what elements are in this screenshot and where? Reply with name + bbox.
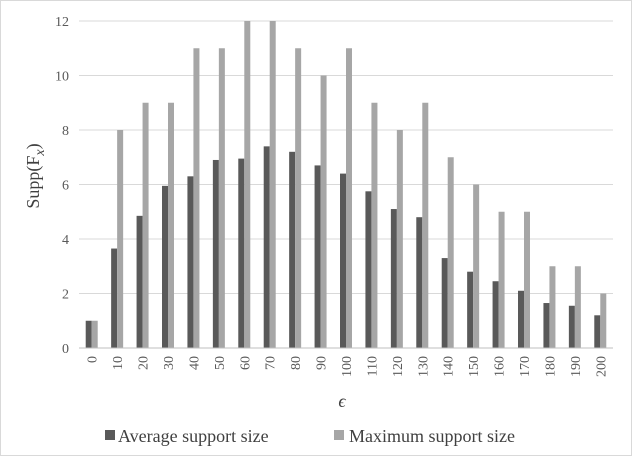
x-tick-label: 100 <box>340 356 355 377</box>
bar-average-90 <box>314 165 321 348</box>
bar-maximum-170 <box>524 211 530 348</box>
legend-item-maximum: Maximum support size <box>334 426 515 446</box>
bar-average-30 <box>162 185 168 348</box>
bar-maximum-200 <box>600 293 607 348</box>
bar-maximum-150 <box>473 184 480 348</box>
bar-average-200 <box>594 315 601 348</box>
bar-maximum-180 <box>549 266 556 348</box>
legend-label-average: Average support size <box>118 426 269 446</box>
bar-maximum-130 <box>422 102 429 348</box>
x-tick-label: 70 <box>264 356 279 370</box>
bar-average-60 <box>238 158 245 348</box>
bar-average-130 <box>416 217 423 348</box>
bar-average-190 <box>568 305 575 348</box>
bar-average-140 <box>441 258 448 348</box>
x-axis-label: ϵ <box>338 391 346 411</box>
bar-average-10 <box>111 248 118 348</box>
x-tick-label: 20 <box>137 356 152 370</box>
legend-item-average: Average support size <box>105 426 269 446</box>
bar-maximum-50 <box>218 48 225 348</box>
y-axis-label-main: Supp(F <box>23 156 44 209</box>
x-tick-label: 170 <box>518 356 533 377</box>
bar-maximum-20 <box>142 102 149 348</box>
legend: Average support size Maximum support siz… <box>105 426 515 446</box>
y-axis-label-sub: x <box>33 149 48 157</box>
bar-maximum-160 <box>498 211 505 348</box>
bar-average-80 <box>289 151 296 348</box>
x-tick-label: 50 <box>213 356 228 370</box>
bar-maximum-30 <box>168 102 174 348</box>
x-tick-label: 200 <box>594 356 609 377</box>
y-tick-label: 12 <box>55 15 69 30</box>
bar-average-160 <box>492 281 499 348</box>
bar-average-120 <box>390 209 397 348</box>
bar-maximum-60 <box>244 21 251 348</box>
bar-average-180 <box>543 303 550 348</box>
bar-average-110 <box>365 191 372 348</box>
x-tick-label: 140 <box>442 356 457 377</box>
bar-average-70 <box>263 146 270 348</box>
x-tick-label: 0 <box>86 356 101 363</box>
bar-maximum-110 <box>371 102 378 348</box>
bar-maximum-70 <box>269 21 276 348</box>
x-tick-label: 160 <box>493 356 508 377</box>
bar-average-150 <box>467 271 474 348</box>
bar-maximum-0 <box>91 320 98 348</box>
bar-maximum-80 <box>295 48 302 348</box>
bar-maximum-100 <box>346 48 352 348</box>
y-tick-label: 6 <box>62 179 69 194</box>
x-tick-label: 180 <box>543 356 558 377</box>
y-axis-label: Supp(Fx) <box>23 143 48 208</box>
bar-maximum-140 <box>447 157 454 348</box>
x-tick-label: 30 <box>162 356 177 370</box>
bar-maximum-40 <box>193 48 200 348</box>
y-tick-label: 2 <box>62 288 69 303</box>
bar-average-100 <box>340 173 346 348</box>
x-tick-label: 190 <box>569 356 584 377</box>
y-tick-label: 8 <box>62 124 69 139</box>
y-tick-label: 4 <box>62 233 69 248</box>
bar-average-0 <box>85 320 92 348</box>
x-tick-label: 10 <box>111 356 126 370</box>
bar-maximum-120 <box>396 130 403 348</box>
x-tick-label: 110 <box>365 356 380 376</box>
x-tick-label: 80 <box>289 356 304 370</box>
y-tick-label: 10 <box>55 70 69 85</box>
bar-average-170 <box>518 290 524 348</box>
x-tick-label: 130 <box>416 356 431 377</box>
x-tick-label: 60 <box>238 356 253 370</box>
legend-swatch-maximum <box>334 430 344 440</box>
y-tick-labels: 0 2 4 6 8 10 12 <box>55 15 69 357</box>
legend-swatch-average <box>105 430 115 440</box>
bar-maximum-90 <box>320 75 327 348</box>
x-tick-label: 150 <box>467 356 482 377</box>
bar-maximum-190 <box>574 266 581 348</box>
bar-maximum-10 <box>117 130 124 348</box>
bars <box>85 21 607 348</box>
x-tick-label: 90 <box>315 356 330 370</box>
x-tick-labels: 0 10 20 30 40 50 60 70 80 90 100 110 120 130 140 150 160… <box>86 356 610 377</box>
x-tick-label: 120 <box>391 356 406 377</box>
bar-average-20 <box>136 215 143 348</box>
bar-average-40 <box>187 176 194 348</box>
y-tick-label: 0 <box>62 342 69 357</box>
y-axis-label-close: ) <box>23 143 44 149</box>
x-tick-label: 40 <box>187 356 202 370</box>
bar-average-50 <box>212 159 219 348</box>
legend-label-maximum: Maximum support size <box>349 426 515 446</box>
